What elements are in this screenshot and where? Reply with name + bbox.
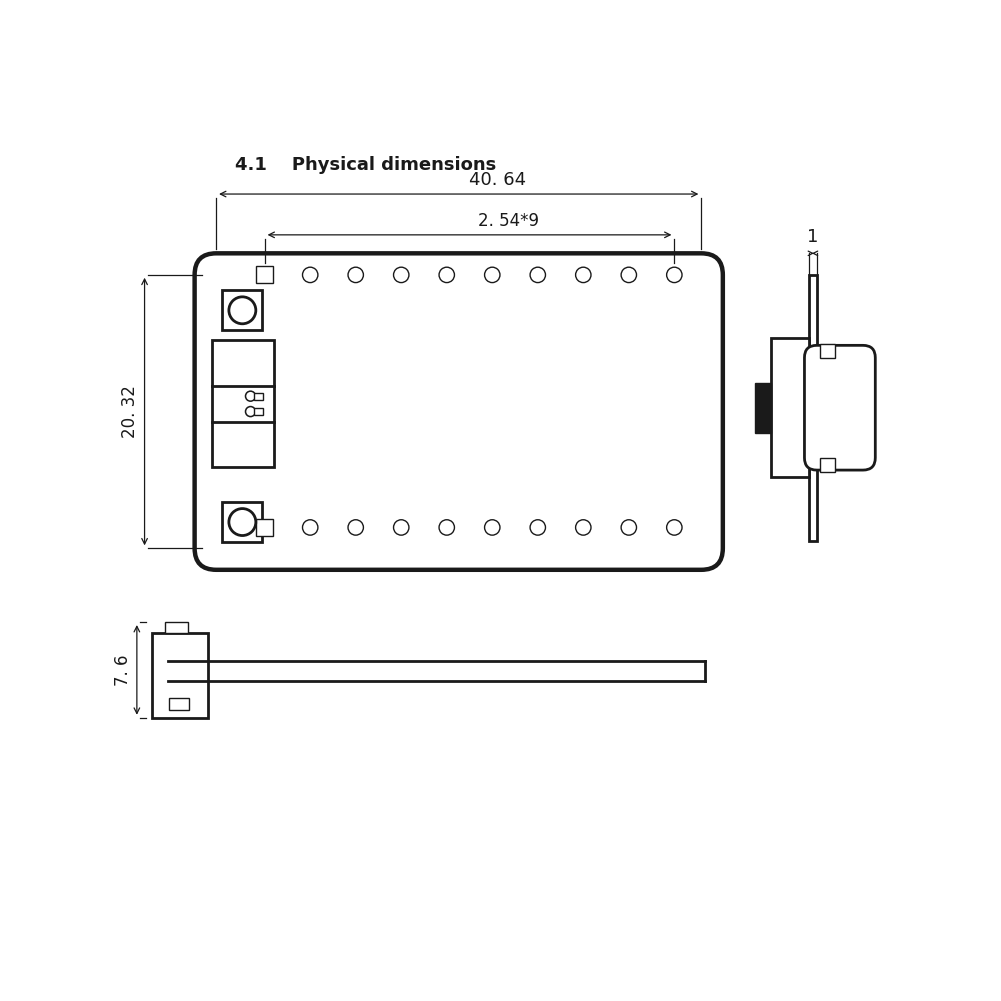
Circle shape [393, 267, 409, 282]
Circle shape [484, 267, 499, 282]
Circle shape [229, 297, 256, 323]
Bar [809, 275, 817, 541]
Bar [222, 290, 262, 330]
Circle shape [531, 267, 546, 282]
Circle shape [393, 520, 409, 536]
Bar [820, 343, 835, 357]
FancyBboxPatch shape [194, 253, 723, 570]
Bar [212, 340, 274, 467]
Circle shape [576, 267, 591, 282]
Bar [254, 408, 263, 415]
Bar [820, 457, 835, 471]
Circle shape [667, 520, 682, 536]
Bar [165, 623, 188, 633]
Bar [152, 633, 208, 718]
Bar [222, 503, 262, 543]
Circle shape [302, 520, 318, 536]
Circle shape [348, 267, 363, 282]
Circle shape [484, 520, 499, 536]
Circle shape [621, 520, 637, 536]
FancyBboxPatch shape [805, 345, 875, 470]
Text: 1: 1 [807, 228, 819, 246]
Circle shape [576, 520, 591, 536]
Bar [755, 382, 771, 432]
Text: 7. 6: 7. 6 [114, 654, 132, 686]
Circle shape [621, 267, 637, 282]
Bar [256, 266, 273, 283]
Circle shape [302, 267, 318, 282]
Circle shape [439, 267, 454, 282]
Circle shape [245, 406, 255, 416]
Circle shape [348, 520, 363, 536]
Bar [254, 392, 263, 399]
Circle shape [245, 391, 255, 401]
Circle shape [667, 267, 682, 282]
Bar [169, 698, 189, 710]
Text: 2. 54*9: 2. 54*9 [477, 212, 539, 230]
Text: 4.1    Physical dimensions: 4.1 Physical dimensions [235, 155, 496, 173]
Circle shape [439, 520, 454, 536]
Text: 40. 64: 40. 64 [468, 170, 526, 188]
Text: 20. 32: 20. 32 [121, 385, 139, 438]
Circle shape [229, 509, 256, 536]
Circle shape [531, 520, 546, 536]
Bar [771, 338, 809, 477]
Bar [256, 519, 273, 536]
